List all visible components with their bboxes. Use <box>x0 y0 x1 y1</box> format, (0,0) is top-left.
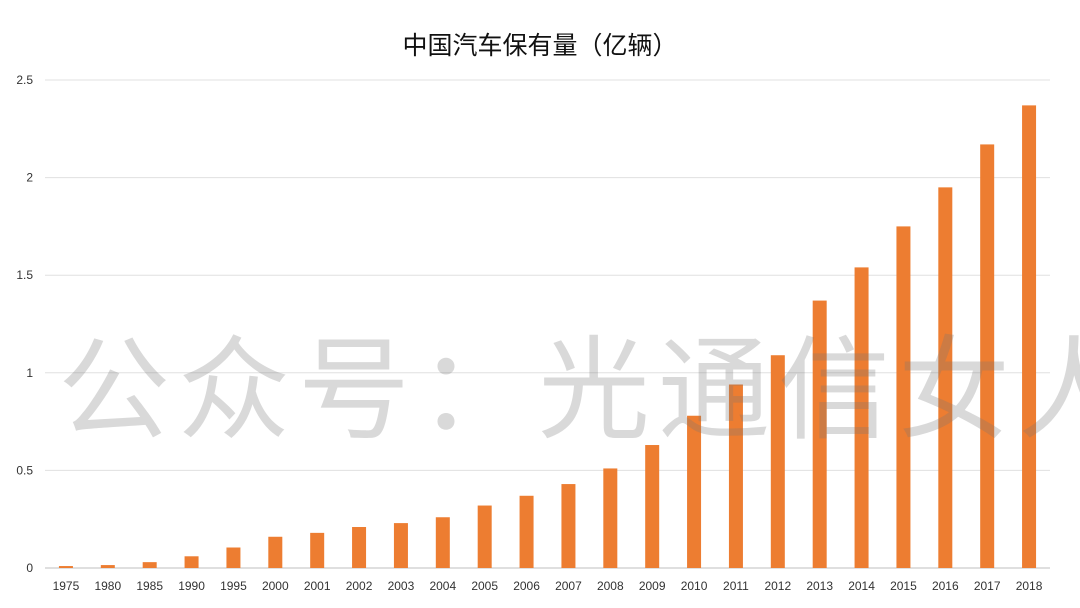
bar-2003 <box>393 523 408 568</box>
x-tick-label: 2018 <box>1016 579 1043 593</box>
bar-2005 <box>477 505 492 568</box>
bar-2014 <box>854 267 869 568</box>
x-tick-label: 2014 <box>848 579 875 593</box>
bar-1995 <box>226 547 241 568</box>
bar-2001 <box>310 532 325 568</box>
bar-2000 <box>268 536 283 568</box>
x-tick-label: 2016 <box>932 579 959 593</box>
x-tick-label: 2004 <box>429 579 456 593</box>
x-tick-label: 1985 <box>136 579 163 593</box>
bar-2006 <box>519 495 534 568</box>
bar-2012 <box>770 355 785 568</box>
x-tick-label: 2002 <box>346 579 373 593</box>
x-tick-label: 2007 <box>555 579 582 593</box>
x-tick-label: 2005 <box>471 579 498 593</box>
x-tick-label: 2003 <box>388 579 415 593</box>
x-tick-label: 1975 <box>53 579 80 593</box>
x-tick-label: 1980 <box>94 579 121 593</box>
y-tick-label: 0.5 <box>16 463 33 477</box>
x-tick-label: 2013 <box>806 579 833 593</box>
y-tick-label: 2 <box>26 171 33 185</box>
chart-title: 中国汽车保有量（亿辆） <box>402 31 678 60</box>
bar-2013 <box>812 300 827 568</box>
bar-2007 <box>561 484 576 568</box>
bar-2011 <box>728 384 743 568</box>
x-tick-label: 2008 <box>597 579 624 593</box>
x-tick-label: 2006 <box>513 579 540 593</box>
x-tick-label: 2009 <box>639 579 666 593</box>
bar-1985 <box>142 562 157 568</box>
bar-2009 <box>645 445 660 568</box>
y-tick-label: 1.5 <box>16 268 33 282</box>
bar-2016 <box>938 187 953 569</box>
bar-2010 <box>687 415 702 568</box>
bar-2002 <box>352 527 367 568</box>
x-tick-label: 2010 <box>681 579 708 593</box>
bar-2017 <box>980 144 995 568</box>
x-tick-label: 1995 <box>220 579 247 593</box>
x-tick-label: 2001 <box>304 579 331 593</box>
bar-2008 <box>603 468 618 568</box>
bar-2018 <box>1022 105 1037 568</box>
bar-2004 <box>435 517 450 568</box>
bar-1975 <box>58 566 73 568</box>
x-tick-label: 1990 <box>178 579 205 593</box>
x-tick-label: 2012 <box>764 579 791 593</box>
bar-1990 <box>184 556 199 568</box>
x-tick-label: 2000 <box>262 579 289 593</box>
y-tick-label: 1 <box>26 366 33 380</box>
x-tick-label: 2017 <box>974 579 1001 593</box>
x-tick-label: 2015 <box>890 579 917 593</box>
y-tick-label: 2.5 <box>16 73 33 87</box>
bar-2015 <box>896 226 911 568</box>
y-tick-label: 0 <box>26 561 33 575</box>
bar-1980 <box>100 565 115 568</box>
x-tick-label: 2011 <box>723 579 749 593</box>
